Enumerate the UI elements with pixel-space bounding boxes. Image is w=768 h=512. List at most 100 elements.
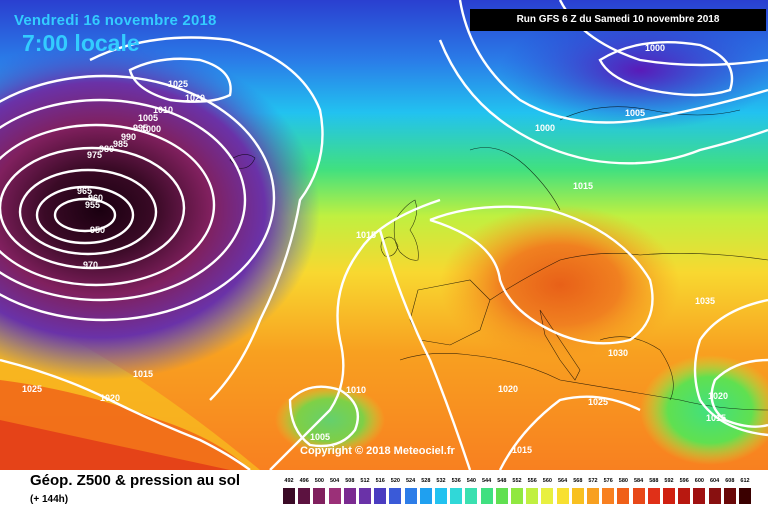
isobar-label: 1020 — [100, 393, 120, 403]
scale-label: 524 — [406, 478, 416, 484]
forecast-date-title: Vendredi 16 novembre 2018 — [14, 12, 217, 29]
isobar-label: 1015 — [573, 181, 593, 191]
scale-swatch — [404, 488, 417, 504]
scale-label: 520 — [390, 478, 400, 484]
scale-label: 492 — [284, 478, 294, 484]
isobar-label: 1025 — [22, 384, 42, 394]
scale-swatch — [495, 488, 508, 504]
scale-swatch — [374, 488, 387, 504]
scale-label: 552 — [512, 478, 522, 484]
scale-label: 600 — [694, 478, 704, 484]
isobar-label: 980 — [99, 144, 114, 154]
isobar-label: 1015 — [706, 413, 726, 423]
isobar-label: 990 — [121, 132, 136, 142]
lead-time-label: (+ 144h) — [30, 494, 69, 505]
isobar-label: 1035 — [695, 296, 715, 306]
isobar-label: 965 — [77, 186, 92, 196]
scale-label: 556 — [527, 478, 537, 484]
isobar-label: 970 — [83, 260, 98, 270]
scale-swatch — [450, 488, 463, 504]
scale-label: 532 — [436, 478, 446, 484]
model-run-label: Run GFS 6 Z du Samedi 10 novembre 2018 — [470, 9, 766, 31]
scale-swatch — [313, 488, 326, 504]
scale-label: 584 — [634, 478, 644, 484]
isobar-label: 1005 — [625, 108, 645, 118]
isobar-label: 950 — [90, 225, 105, 235]
isobar-label: 1025 — [588, 397, 608, 407]
weather-map: 1025 1020 1010 1005 1000 995 990 985 980… — [0, 0, 768, 470]
scale-swatch — [526, 488, 539, 504]
scale-swatch — [389, 488, 402, 504]
scale-label: 504 — [330, 478, 340, 484]
scale-swatch — [343, 488, 356, 504]
scale-label: 496 — [299, 478, 309, 484]
scale-label: 528 — [421, 478, 431, 484]
scale-label: 568 — [573, 478, 583, 484]
scale-swatch — [419, 488, 432, 504]
scale-swatch — [647, 488, 660, 504]
scale-swatch — [480, 488, 493, 504]
scale-swatch — [678, 488, 691, 504]
scale-label: 516 — [375, 478, 385, 484]
scale-label: 536 — [451, 478, 461, 484]
copyright-text: Copyright © 2018 Meteociel.fr — [300, 445, 456, 457]
isobar-label: 1015 — [512, 445, 532, 455]
isobar-label: 1010 — [346, 385, 366, 395]
scale-label: 500 — [314, 478, 324, 484]
isobar-labels: 1025 1020 1010 1005 1000 995 990 985 980… — [22, 43, 728, 455]
isobar-label: 1030 — [608, 348, 628, 358]
scale-label: 548 — [497, 478, 507, 484]
scale-label: 592 — [664, 478, 674, 484]
scale-swatch — [541, 488, 554, 504]
scale-label: 564 — [558, 478, 568, 484]
isobar-label: 1020 — [498, 384, 518, 394]
scale-swatch — [617, 488, 630, 504]
scale-label: 604 — [710, 478, 720, 484]
isobar-label: 1015 — [133, 369, 153, 379]
isobar-label: 1005 — [138, 113, 158, 123]
scale-label: 572 — [588, 478, 598, 484]
scale-label: 540 — [466, 478, 476, 484]
isobar-label: 975 — [87, 150, 102, 160]
scale-label: 580 — [618, 478, 628, 484]
scale-swatch — [283, 488, 295, 504]
scale-swatch — [435, 488, 447, 504]
scale-swatch — [693, 488, 706, 504]
scale-swatch — [587, 488, 599, 504]
scale-swatch — [298, 488, 311, 504]
scale-label: 612 — [740, 478, 750, 484]
isobar-label: 1005 — [310, 432, 330, 442]
scale-label: 576 — [603, 478, 613, 484]
scale-swatch — [511, 488, 523, 504]
scale-label: 588 — [649, 478, 659, 484]
isobar-label: 1000 — [141, 124, 161, 134]
isobar-label: 1000 — [535, 123, 555, 133]
scale-label: 560 — [542, 478, 552, 484]
scale-label: 544 — [482, 478, 492, 484]
scale-swatch — [663, 488, 675, 504]
scale-swatch — [465, 488, 478, 504]
scale-label: 596 — [679, 478, 689, 484]
isobar-label: 1025 — [168, 79, 188, 89]
scale-swatch — [556, 488, 569, 504]
scale-swatch — [739, 488, 751, 504]
scale-swatch — [328, 488, 341, 504]
isobar-label: 985 — [113, 139, 128, 149]
isobar-label: 960 — [88, 193, 103, 203]
local-time-label: 7:00 locale — [22, 30, 140, 56]
isobar-label: 995 — [133, 123, 148, 133]
scale-swatch — [632, 488, 645, 504]
isobar-label: 1020 — [708, 391, 728, 401]
isobar-label: 1000 — [645, 43, 665, 53]
scale-swatch — [723, 488, 736, 504]
isobar-label: 1015 — [356, 230, 376, 240]
isobar-label: 1020 — [185, 93, 205, 103]
isobar-label: 1010 — [153, 105, 173, 115]
scale-label: 508 — [345, 478, 355, 484]
isobar-label: 955 — [85, 200, 100, 210]
scale-label: 512 — [360, 478, 370, 484]
scale-swatch — [708, 488, 721, 504]
scale-swatch — [571, 488, 584, 504]
scale-label: 608 — [725, 478, 735, 484]
